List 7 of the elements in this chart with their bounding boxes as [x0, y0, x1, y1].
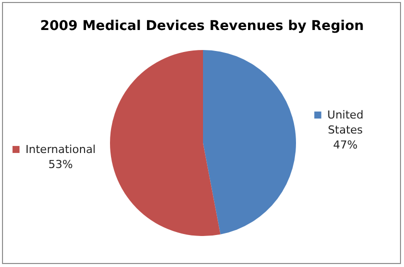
pie-slice	[110, 50, 220, 236]
data-label: 53%	[48, 158, 73, 171]
data-label: 47%	[333, 138, 358, 152]
legend-label: International	[26, 142, 96, 156]
chart-title: 2009 Medical Devices Revenues by Region	[40, 18, 364, 34]
pie-slice	[203, 50, 296, 234]
legend-label: United States	[327, 108, 364, 137]
